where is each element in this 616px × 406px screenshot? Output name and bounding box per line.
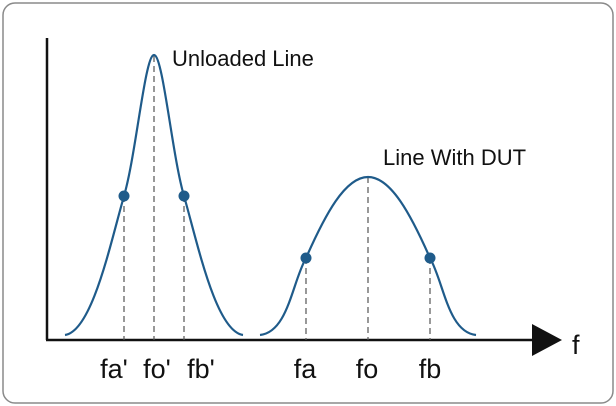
tick-label: fo' bbox=[143, 354, 171, 384]
dut-curve bbox=[259, 175, 477, 337]
unloaded-curve bbox=[64, 53, 244, 337]
tick-label: fo bbox=[356, 354, 379, 384]
axis-label: f bbox=[572, 330, 580, 360]
dot bbox=[300, 252, 312, 264]
tick-label: fa bbox=[294, 354, 318, 384]
dot bbox=[118, 190, 130, 202]
tick-label: fa' bbox=[100, 354, 128, 384]
curve-label: Unloaded Line bbox=[172, 46, 314, 71]
tick-label: fb' bbox=[187, 354, 215, 384]
tick-label: fb bbox=[419, 354, 442, 384]
axis-arrow bbox=[532, 324, 562, 356]
curve-label: Line With DUT bbox=[383, 145, 526, 170]
dot bbox=[424, 252, 436, 264]
dot bbox=[178, 190, 190, 202]
